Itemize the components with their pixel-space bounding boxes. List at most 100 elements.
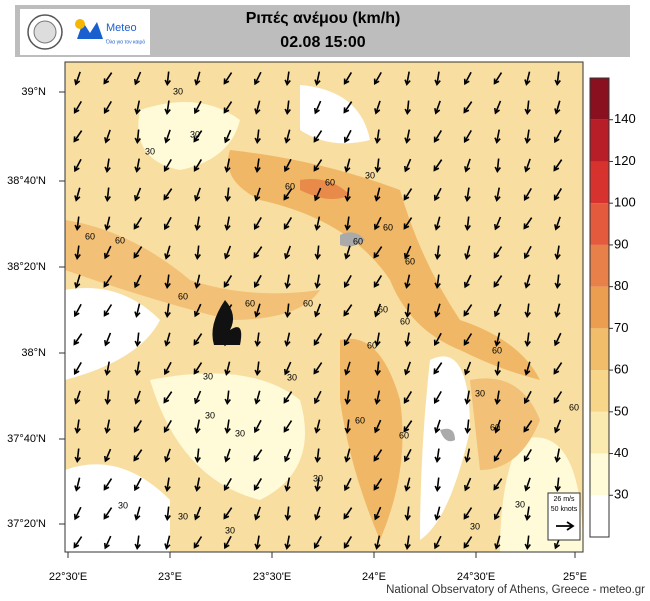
logo-name: Meteo (106, 22, 137, 34)
wind-arrow (193, 303, 202, 318)
wind-arrow (313, 333, 323, 346)
contour-label: 30 (203, 371, 213, 381)
wind-arrow (193, 506, 202, 521)
wind-arrow (374, 187, 381, 202)
wind-arrow (194, 477, 201, 492)
wind-arrow (134, 129, 141, 145)
wind-arrow (224, 448, 231, 463)
wind-arrow (554, 71, 561, 86)
wind-arrow (103, 478, 113, 491)
wind-arrow (554, 245, 561, 260)
wind-arrow (374, 361, 381, 377)
wind-arrow (284, 129, 291, 144)
wind-arrow (404, 129, 411, 144)
wind-arrow (164, 477, 171, 492)
contour-label: 30 (225, 525, 235, 535)
wind-arrow (524, 71, 531, 86)
wind-arrow (343, 72, 353, 85)
contour-label: 30 (205, 410, 215, 420)
wind-arrow (73, 361, 82, 375)
wind-arrow (313, 535, 322, 549)
wind-arrow (134, 332, 141, 348)
wind-arrow (134, 158, 141, 173)
contour-label: 60 (569, 402, 579, 412)
wind-legend-arrow (556, 521, 575, 531)
wind-arrow (163, 158, 172, 172)
wind-arrow (74, 419, 81, 434)
wind-arrow (254, 129, 261, 145)
wind-arrow (164, 71, 171, 87)
wind-arrow (74, 216, 81, 231)
contour-label: 30 (173, 86, 183, 96)
wind-arrow (164, 245, 171, 260)
wind-arrow (344, 361, 351, 376)
wind-arrow (553, 419, 562, 434)
wind-arrow (433, 159, 443, 172)
wind-arrow (104, 419, 111, 434)
wind-arrow (524, 477, 531, 492)
wind-arrow (464, 158, 471, 173)
wind-arrow (373, 71, 382, 85)
map-frame (64, 61, 584, 553)
contour-label: 60 (115, 235, 125, 245)
wind-arrow (523, 187, 532, 201)
wind-arrow (524, 100, 531, 116)
wind-arrow (494, 129, 501, 144)
contour-label: 60 (85, 231, 95, 241)
wind-arrow (404, 71, 411, 86)
wind-arrow (194, 419, 201, 434)
wind-arrow (284, 245, 292, 260)
calm-area (138, 102, 240, 170)
colorbar-label: 30 (614, 487, 628, 502)
contour-label: 30 (118, 500, 128, 510)
wind-arrow (164, 129, 171, 144)
wind-arrow (403, 158, 412, 173)
credit: National Observatory of Athens, Greece -… (386, 584, 645, 596)
wind-arrow (344, 158, 351, 173)
wind-arrow (463, 71, 472, 86)
wind-arrow (193, 130, 203, 143)
wind-arrow (523, 448, 532, 462)
wind-arrow (164, 274, 171, 289)
wind-arrow (524, 274, 531, 289)
wind-arrow (554, 216, 561, 231)
wind-arrow (283, 361, 292, 376)
wind-arrow (343, 536, 353, 549)
colorbar-band (590, 119, 609, 162)
contour-label: 60 (367, 340, 377, 350)
contour-label: 60 (353, 236, 363, 246)
wind-arrow (493, 216, 502, 231)
lat-label: 38°N (21, 347, 46, 359)
wind-arrow (403, 217, 413, 230)
wind-arrow (464, 216, 471, 232)
wind-arrow (134, 361, 141, 376)
wind-arrow (433, 130, 443, 143)
wind-legend-knots: 50 knots (551, 506, 578, 513)
wind-arrow (223, 129, 232, 144)
contour-label: 60 (490, 422, 500, 432)
wind-arrow (434, 303, 441, 318)
contour-label: 60 (399, 430, 409, 440)
wind-arrow (314, 477, 321, 492)
wind-arrow (344, 390, 351, 405)
wind-arrow (254, 506, 261, 521)
wind-arrow (314, 448, 321, 464)
wind-arrow (314, 71, 321, 86)
wind-arrow (253, 216, 262, 230)
lake (340, 232, 365, 247)
wind-arrow (463, 101, 473, 114)
wind-arrow (103, 72, 113, 85)
wind-arrow (193, 362, 203, 375)
wind-arrow (224, 158, 231, 173)
wind-arrows (73, 71, 563, 551)
colorbar-label: 100 (614, 195, 636, 210)
contour-label: 30 (190, 129, 200, 139)
wind-arrow (164, 100, 171, 115)
wind-arrow (434, 71, 441, 86)
wind-arrow (524, 506, 531, 521)
wind-arrow (193, 333, 203, 346)
wind-arrow (403, 420, 413, 433)
contour-label: 60 (492, 345, 502, 355)
wind-arrow (493, 246, 503, 259)
wind-arrow (283, 217, 293, 230)
